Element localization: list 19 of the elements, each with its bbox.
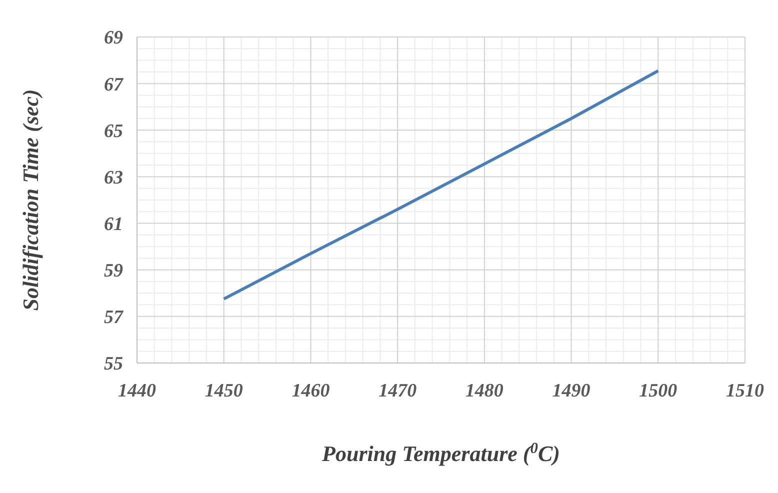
x-tick-label: 1480 [465,380,504,402]
y-tick-label: 65 [104,120,124,142]
y-axis-title: Solidification Time (sec) [18,89,44,311]
y-tick-label: 67 [104,74,124,96]
x-tick-label: 1510 [726,380,764,402]
line-series [222,69,660,300]
x-tick-label: 1460 [292,380,330,402]
x-tick-label: 1490 [552,380,591,402]
y-tick-label: 59 [104,260,124,282]
x-tick-label: 1470 [378,380,418,402]
y-tick-label: 55 [104,354,124,375]
x-axis-title: Pouring Temperature ($^{0}$C) [321,440,560,466]
y-tick-label: 61 [104,214,123,236]
y-tick-label: 69 [104,28,124,49]
y-tick-label: 63 [104,167,123,188]
y-tick-label: 57 [104,307,124,328]
x-tick-label: 1450 [204,380,244,402]
x-tick-label: 1500 [639,380,678,402]
x-tick-label: 1440 [118,380,156,402]
